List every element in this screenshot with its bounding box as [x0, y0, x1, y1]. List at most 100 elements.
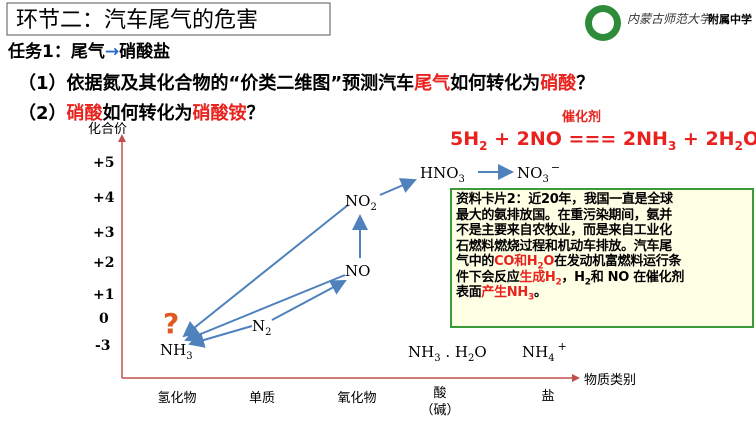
card-line: 表面产生NH3。	[456, 285, 748, 303]
text-segment: 气中的	[456, 254, 495, 269]
card-line: 最大的氨排放国。在重污染期间，氨并	[456, 208, 748, 224]
category: 盐	[541, 389, 554, 404]
text-segment: 产生NH	[481, 285, 528, 300]
text-segment: 4	[548, 353, 554, 364]
node: N2	[252, 317, 272, 338]
arrows	[182, 164, 514, 348]
text-segment: 2	[584, 277, 591, 288]
arrow	[182, 204, 349, 338]
text-segment: −	[551, 161, 560, 174]
card-line: 资料卡片2：近20年，我国一直是全球	[456, 192, 748, 208]
text-segment: 在发动机富燃料运行条	[554, 254, 682, 269]
text-segment: NO	[517, 164, 542, 182]
logo-suffix: 附属中学	[708, 12, 752, 26]
text-segment: 任务1：尾气	[7, 41, 105, 62]
card-line: 件下会反应生成H2，H2和 NO 在催化剂	[456, 269, 748, 288]
valence: +4	[93, 190, 115, 206]
logo-name: 内蒙古师范大学	[627, 12, 713, 26]
question-mark: ?	[163, 307, 179, 340]
text-segment: 3	[434, 353, 440, 364]
text-segment: 2	[265, 327, 271, 338]
text-segment: 尾气	[414, 72, 450, 94]
text-segment: 2	[479, 139, 487, 153]
text-segment: N	[252, 317, 265, 335]
equation: 5H2 + 2NO === 2NH3 + 2H2O	[450, 128, 756, 153]
text-segment: 3	[459, 174, 465, 185]
valence: 0	[99, 311, 109, 327]
text-segment: NO	[345, 262, 370, 280]
valence: +1	[93, 287, 114, 303]
category: 酸	[433, 386, 446, 401]
x-axis-label: 物质类别	[584, 373, 636, 388]
info-card: 资料卡片2：近20年，我国一直是全球 最大的氨排放国。在重污染期间，氨并 不是主…	[450, 188, 754, 328]
valence: -3	[95, 338, 111, 354]
node: HNO3	[420, 164, 465, 185]
x-axis-arrow	[572, 374, 580, 382]
text-segment: 资料卡片2：近20年，我国一直是全球	[456, 192, 673, 207]
question: （1）依据氮及其化合物的“价类二维图”预测汽车尾气如何转化为硝酸？	[18, 72, 594, 94]
title-box	[6, 2, 331, 36]
text-segment: 2NH	[616, 128, 668, 150]
text-segment: ？	[247, 103, 265, 124]
text-segment: 2	[468, 353, 474, 364]
text-segment: . H	[441, 343, 468, 361]
text-segment: 生成H	[519, 269, 556, 285]
y-axis-arrow	[118, 134, 126, 142]
node: NO2	[345, 192, 377, 213]
task: 任务1：尾气→硝酸盐	[7, 41, 170, 62]
valence: +5	[93, 155, 114, 171]
category-labels: 氢化物 单质 氧化物 酸 （碱） 盐	[157, 386, 554, 418]
text-segment: 硝酸	[67, 102, 104, 124]
text-segment: +	[558, 340, 567, 353]
text-segment: O	[543, 254, 555, 269]
node: NH3 . H2O	[408, 343, 487, 364]
card-line: 气中的CO和H2O在发动机富燃料运行条	[456, 254, 748, 271]
text-segment: 。	[533, 285, 547, 300]
catalyst: 催化剂	[562, 109, 601, 125]
node: NO3−	[517, 161, 560, 185]
text-segment: 和 NO	[590, 269, 630, 285]
text-segment: 在催化剂	[629, 269, 685, 285]
text-segment: O	[474, 343, 486, 361]
title: 环节二：汽车尾气的危害	[16, 8, 258, 33]
text-segment: HNO	[420, 164, 459, 182]
node: NO	[345, 262, 370, 280]
valence-ticks: +5 +4 +3 +2 +1 0 -3	[93, 155, 115, 354]
text-segment: H	[574, 269, 585, 285]
text-segment: 3	[668, 139, 676, 153]
text-segment: 3	[527, 292, 534, 303]
text-segment: 石燃料燃烧过程和机动车排放。汽车尾	[456, 238, 672, 254]
text-segment: + 2NO	[487, 128, 568, 150]
text-segment: + 2H	[676, 128, 734, 150]
arrow	[379, 178, 417, 196]
category: 氢化物	[157, 391, 196, 406]
card-line: 不是主要来自农牧业，而是来自工业化	[456, 223, 748, 239]
text-segment: 硝酸盐	[119, 41, 170, 62]
question: （2）硝酸如何转化为硝酸铵？	[18, 102, 265, 124]
text-segment: 2	[370, 202, 376, 213]
logo-emblem-inner	[592, 12, 614, 34]
category: 氧化物	[337, 391, 376, 406]
text-segment: 件下会反应	[456, 269, 520, 285]
arrow	[184, 274, 346, 343]
text-segment: 2	[555, 277, 562, 288]
text-segment: ===	[569, 128, 617, 150]
text-segment: 表面	[456, 285, 482, 300]
text-segment: 不是主要来自农牧业，而是来自工业化	[456, 223, 672, 238]
y-axis-label: 化合价	[88, 122, 127, 137]
node: NH4 +	[522, 340, 567, 364]
text-segment: 最大的氨排放国。在重污染期间，氨并	[456, 207, 672, 223]
text-segment: 2	[735, 139, 743, 153]
text-segment: NH	[522, 343, 548, 361]
arrow	[188, 325, 253, 348]
card-line: 石燃料燃烧过程和机动车排放。汽车尾	[456, 239, 748, 255]
text-segment: NH	[408, 343, 434, 361]
text-segment: 如何转化为	[103, 102, 193, 124]
text-segment: CO和H	[494, 254, 538, 269]
text-segment: NH	[160, 341, 186, 359]
text-segment: ？	[576, 73, 594, 94]
node: NH3	[160, 341, 193, 362]
text-segment: O	[743, 128, 756, 150]
